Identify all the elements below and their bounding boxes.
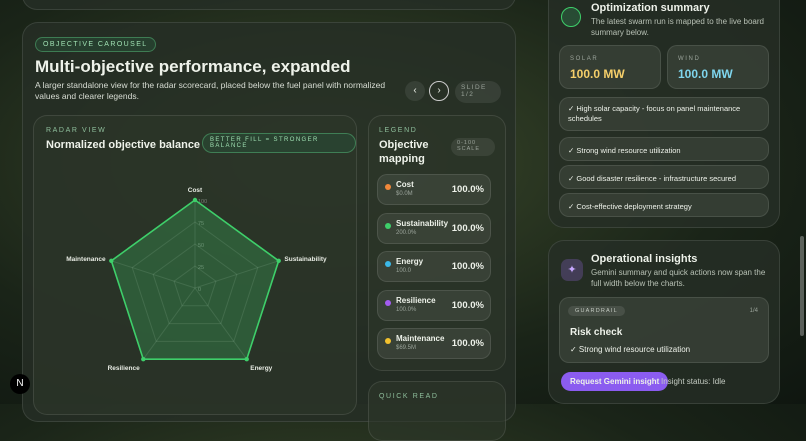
optimization-icon	[561, 7, 581, 27]
insight-card-title: Risk check	[570, 327, 623, 338]
insights-subtitle: Gemini summary and quick actions now spa…	[591, 268, 766, 288]
wind-value: 100.0 MW	[678, 67, 733, 81]
data-point	[276, 258, 281, 264]
gemini-button[interactable]: Request Gemini insight	[561, 372, 669, 391]
summary-text: ✓ Strong wind resource utilization	[568, 146, 681, 155]
legend-detail: 100.0%	[396, 306, 417, 313]
legend-dot	[385, 338, 391, 344]
legend-item: Cost $0.0M 100.0%	[377, 174, 491, 205]
next-button[interactable]: ›	[429, 81, 449, 101]
solar-value: 100.0 MW	[570, 67, 625, 81]
radar-card: RADAR VIEW Normalized objective balance …	[33, 115, 357, 415]
legend-value: 100.0%	[451, 184, 484, 195]
data-area	[110, 199, 280, 360]
carousel-panel: OBJECTIVE CAROUSEL Multi-objective perfo…	[22, 22, 516, 441]
optimization-subtitle: The latest swarm run is mapped to the li…	[591, 17, 764, 37]
solar-card: SOLAR 100.0 MW	[559, 45, 661, 89]
summary-item: ✓ Good disaster resilience - infrastruct…	[559, 165, 769, 189]
radial-tick-label: 50	[198, 243, 204, 249]
summary-text: ✓ High solar capacity - focus on panel m…	[568, 104, 741, 123]
legend-dot	[385, 299, 391, 306]
legend-value: 100.0%	[451, 299, 484, 311]
axis-label: Energy	[250, 365, 272, 372]
carousel-title: Multi-objective performance, expanded	[35, 57, 351, 76]
legend-dot	[385, 261, 391, 267]
legend-name: Resilience	[396, 295, 436, 305]
axis-label: Maintenance	[66, 256, 106, 263]
spoke	[194, 287, 248, 360]
solar-label: SOLAR	[570, 56, 599, 62]
quick-read-label: QUICK READ	[379, 393, 439, 400]
nav-icon[interactable]: N	[10, 374, 30, 394]
spoke	[111, 260, 196, 289]
legend-dot	[385, 222, 391, 229]
radar-title: Normalized objective balance	[46, 139, 201, 151]
legend-card: LEGEND Objective mapping 0-100 SCALE Cos…	[368, 115, 506, 371]
summary-item: ✓ Cost-effective deployment strategy	[559, 193, 769, 217]
insights-panel: ✦ Operational insights Gemini summary an…	[548, 240, 780, 404]
legend-detail: 100.0	[396, 268, 412, 274]
data-point	[244, 356, 249, 362]
grid-ring	[131, 221, 259, 342]
axis-label: Resilience	[108, 365, 141, 372]
spoke	[142, 287, 196, 360]
optimization-panel: Optimization summary The latest swarm ru…	[548, 0, 780, 228]
legend-name: Maintenance	[396, 334, 445, 343]
radial-tick-label: 75	[198, 221, 204, 227]
optimization-title: Optimization summary	[591, 2, 710, 14]
carousel-badge: OBJECTIVE CAROUSEL	[35, 37, 156, 52]
legend-item: Resilience 100.0% 100.0%	[377, 289, 491, 321]
insight-counter: 1/4	[749, 308, 758, 314]
prev-button[interactable]: ‹	[405, 81, 425, 101]
legend-title: Objective mapping	[379, 139, 429, 165]
spoke	[194, 260, 279, 289]
carousel-description: A larger standalone view for the radar s…	[35, 80, 386, 101]
legend-item: Sustainability 200.0% 100.0%	[377, 212, 491, 244]
data-point	[141, 356, 146, 362]
insight-tag: GUARDRAIL	[568, 306, 625, 316]
radial-tick-label: 25	[198, 265, 204, 271]
insight-status: Insight status: Idle	[661, 377, 726, 386]
axis-label: Cost	[188, 187, 203, 194]
radar-chart: 0 25 50 75 100 Cost Sustainability Energy Resili…	[66, 187, 327, 372]
grid-ring	[173, 265, 217, 307]
insights-icon: ✦	[561, 259, 583, 281]
legend-name: Energy	[396, 257, 424, 266]
legend-name: Sustainability	[396, 218, 449, 228]
data-point	[109, 258, 114, 264]
summary-text: ✓ Good disaster resilience - infrastruct…	[568, 174, 737, 183]
grid-ring	[152, 243, 238, 325]
legend-item: Energy 100.0 100.0%	[377, 251, 491, 282]
insight-card: GUARDRAIL 1/4 Risk check ✓ Strong wind r…	[559, 297, 769, 363]
radar-eyebrow: RADAR VIEW	[46, 127, 107, 134]
quick-read-card: QUICK READ	[368, 381, 506, 441]
legend-detail: 200.0%	[396, 229, 417, 236]
legend-value: 100.0%	[451, 261, 484, 272]
top-panel	[22, 0, 516, 10]
legend-item: Maintenance $69.5M 100.0%	[377, 328, 491, 359]
radar-badge: BETTER FILL = STRONGER BALANCE	[202, 133, 356, 153]
legend-scale: 0-100 SCALE	[451, 138, 495, 156]
wind-label: WIND	[678, 56, 701, 62]
legend-name: Cost	[396, 180, 414, 189]
radial-tick-label: 100	[198, 199, 207, 205]
insights-title: Operational insights	[591, 253, 698, 265]
legend-detail: $69.5M	[396, 345, 417, 351]
radial-tick-label: 0	[198, 287, 201, 293]
legend-dot	[385, 184, 391, 190]
legend-value: 100.0%	[451, 338, 484, 349]
legend-value: 100.0%	[451, 222, 484, 234]
scrollbar	[800, 236, 804, 336]
summary-text: ✓ Cost-effective deployment strategy	[568, 202, 692, 211]
legend-eyebrow: LEGEND	[379, 127, 418, 134]
summary-item: ✓ High solar capacity - focus on panel m…	[559, 97, 769, 131]
insight-card-text: ✓ Strong wind resource utilization	[570, 345, 691, 354]
data-point	[192, 197, 198, 203]
wind-card: WIND 100.0 MW	[667, 45, 769, 89]
axis-label: Sustainability	[284, 256, 327, 263]
slide-indicator: SLIDE 1/2	[455, 81, 501, 103]
legend-detail: $0.0M	[396, 191, 413, 197]
summary-item: ✓ Strong wind resource utilization	[559, 137, 769, 161]
